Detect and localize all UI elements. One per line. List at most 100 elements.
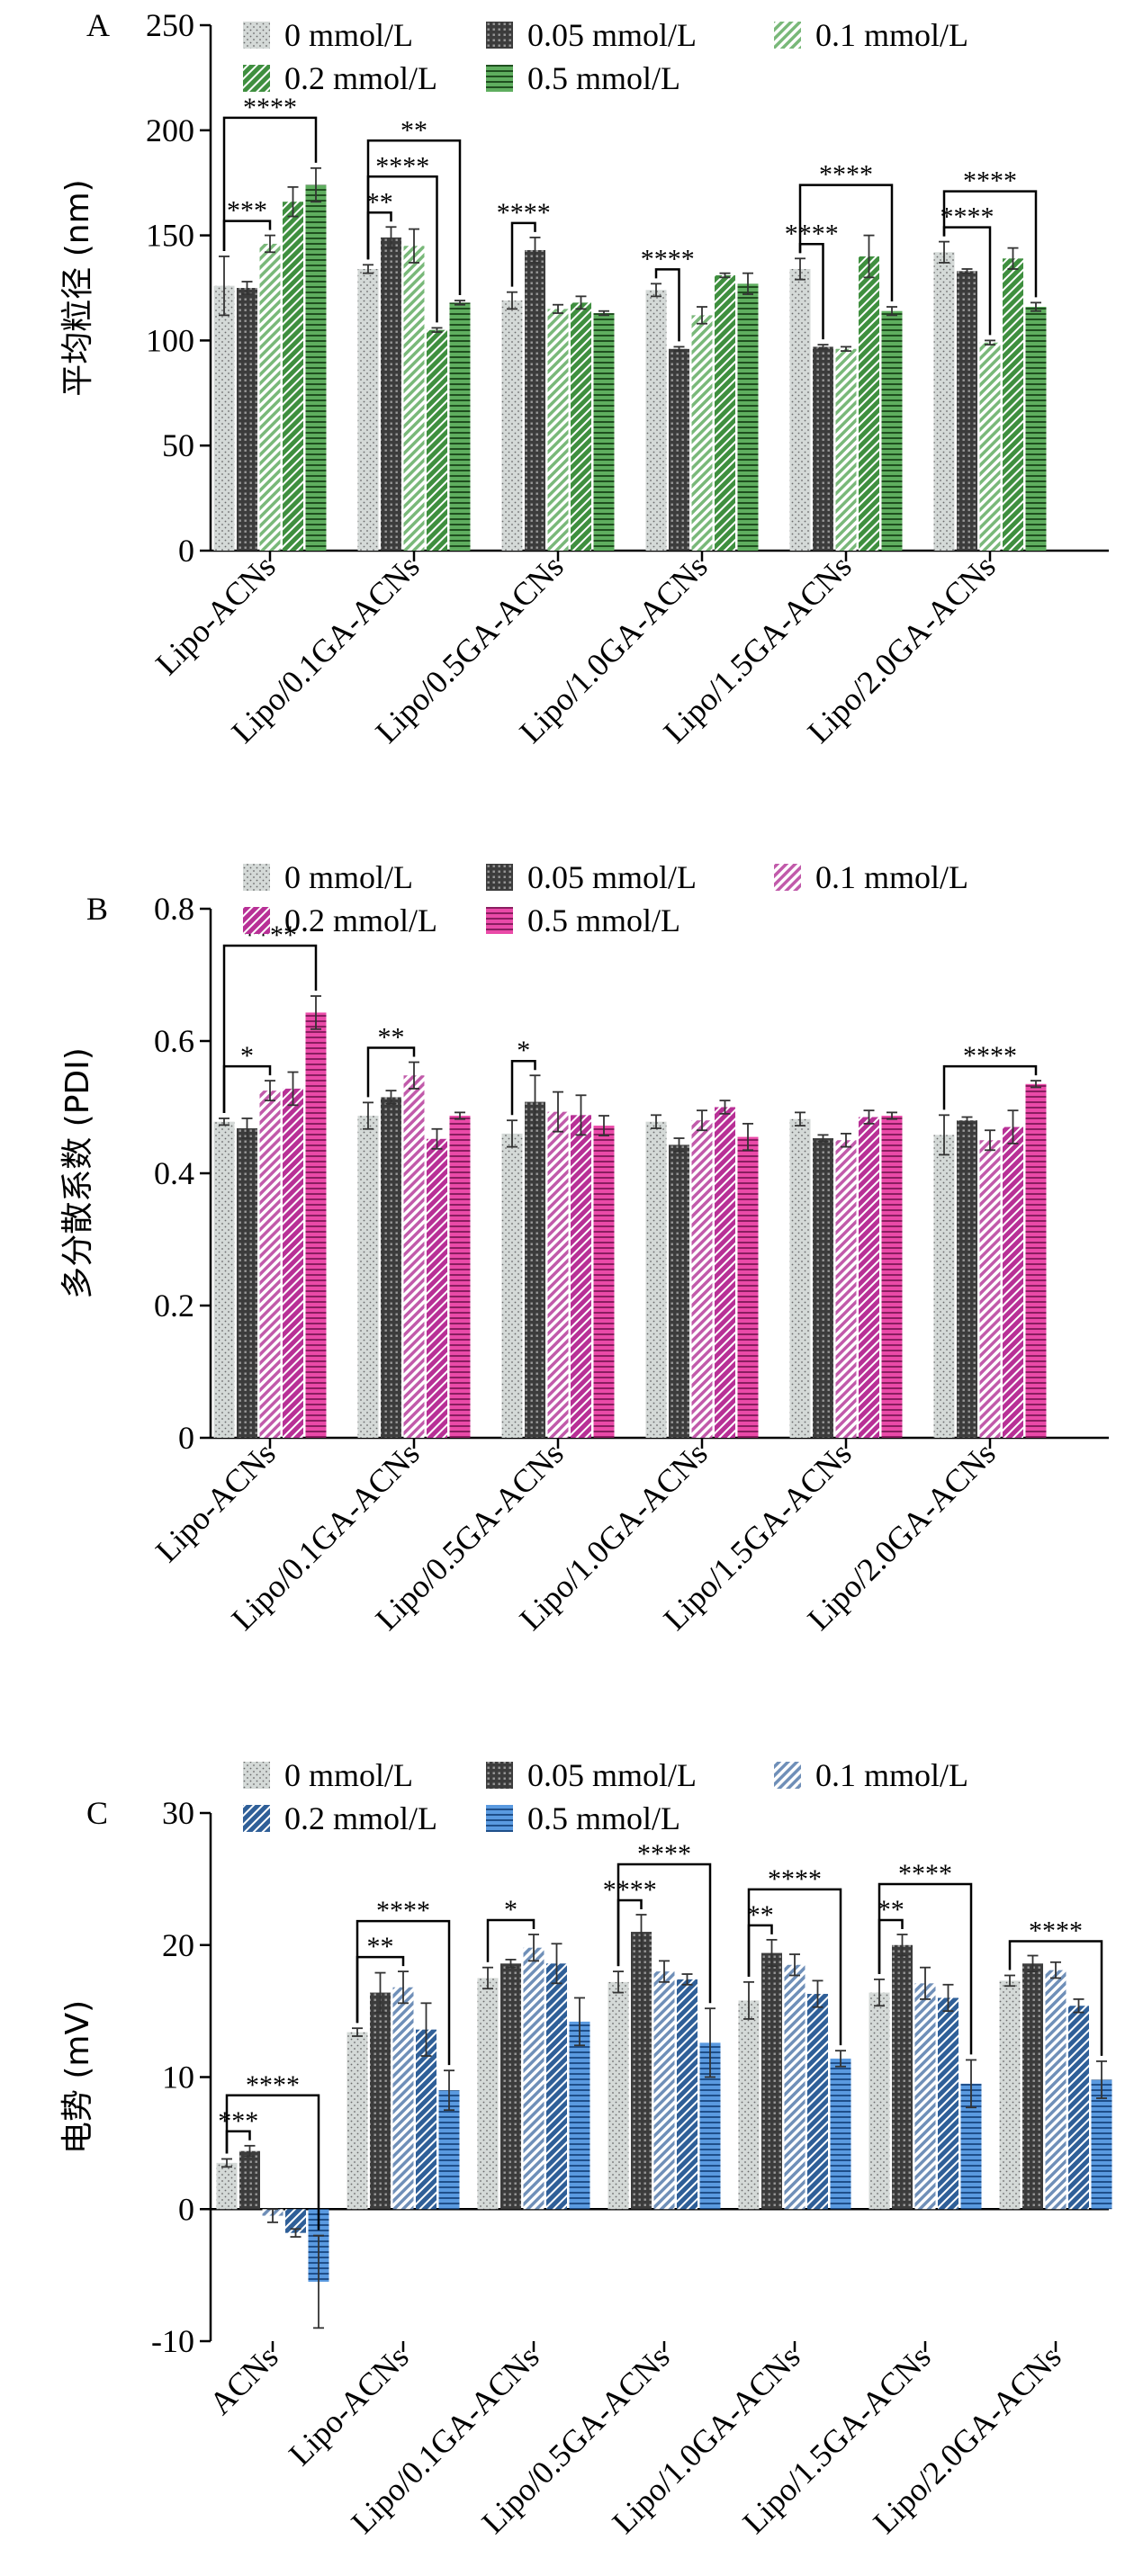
significance-bracket (510, 221, 536, 287)
bar (738, 2000, 760, 2210)
legend-swatch (243, 907, 270, 934)
bar (547, 1111, 569, 1438)
bar (881, 1116, 903, 1438)
bar (1025, 307, 1047, 551)
bar (500, 1963, 521, 2210)
legend: 0 mmol/L 0.05 mmol/L 0.1 mmol/L 0.2 mmol/L 0… (243, 859, 968, 938)
significance-label: ** (378, 1023, 405, 1053)
significance-bracket (366, 139, 462, 296)
bar (957, 271, 977, 551)
bar (608, 1981, 629, 2210)
significance-label: **** (768, 1864, 822, 1894)
bar (933, 1135, 955, 1438)
bar (645, 290, 667, 551)
legend-swatch (774, 1762, 801, 1789)
panel-label: A (86, 7, 110, 43)
bar (283, 1088, 303, 1438)
bar (677, 1979, 698, 2210)
significance-label: **** (375, 151, 429, 181)
bar (715, 1107, 735, 1438)
significance-label: **** (376, 1896, 430, 1925)
significance-bracket (942, 1064, 1038, 1110)
bar (835, 348, 857, 551)
bar (691, 1120, 713, 1438)
bar (784, 1964, 806, 2210)
legend-label: 0.1 mmol/L (815, 1757, 968, 1793)
significance-label: ** (400, 115, 428, 145)
legend-label: 0.05 mmol/L (527, 859, 697, 895)
bar (546, 1963, 567, 2210)
bar (881, 310, 903, 551)
y-tick-label: 200 (146, 112, 194, 148)
bar (213, 1121, 235, 1438)
bar (285, 2209, 306, 2233)
significance-bracket (878, 1882, 973, 2055)
significance-label: **** (497, 198, 551, 228)
bar (737, 1136, 759, 1438)
bar (438, 2090, 460, 2210)
bar (789, 1118, 811, 1438)
bar (691, 315, 713, 551)
bar (569, 2021, 590, 2210)
y-tick-label: 0 (178, 2191, 194, 2227)
significance-label: **** (963, 1041, 1017, 1071)
significance-label: **** (785, 219, 839, 248)
bar (283, 202, 303, 551)
bar (403, 246, 425, 551)
significance-label: ** (367, 1932, 394, 1961)
significance-label: **** (819, 160, 873, 190)
bar (216, 2162, 238, 2210)
bar (237, 1128, 257, 1438)
significance-label: **** (243, 93, 297, 122)
bar (259, 1091, 281, 1438)
bar (830, 2058, 851, 2210)
significance-label: **** (246, 2070, 300, 2100)
legend-swatch (486, 864, 513, 891)
legend: 0 mmol/L 0.05 mmol/L 0.1 mmol/L 0.2 mmol/L 0… (243, 1757, 968, 1836)
significance-bracket (1008, 1940, 1103, 2056)
y-tick-label: 0.6 (154, 1023, 194, 1059)
panel-label: B (86, 891, 108, 927)
significance-label: * (517, 1036, 530, 1065)
bar (699, 2042, 721, 2210)
y-axis-title: 多分散系数 (PDI) (59, 1047, 96, 1299)
legend-label: 0 mmol/L (284, 859, 413, 895)
bar (501, 1133, 523, 1438)
legend-label: 0.1 mmol/L (815, 859, 968, 895)
legend: 0 mmol/L 0.05 mmol/L 0.1 mmol/L 0.2 mmol/L 0… (243, 17, 968, 96)
bar (715, 274, 735, 551)
bar (449, 302, 471, 551)
y-tick-label: 250 (146, 7, 194, 43)
bar (523, 1947, 544, 2210)
legend-swatch (243, 65, 270, 92)
bar (1025, 1083, 1047, 1438)
bar (213, 285, 235, 551)
bar (807, 1994, 828, 2210)
bar (381, 237, 401, 551)
significance-bracket (225, 2094, 320, 2230)
bar (1003, 1126, 1023, 1438)
significance-label: **** (940, 202, 994, 232)
bar (427, 1138, 447, 1438)
legend-label: 0.05 mmol/L (527, 1757, 697, 1793)
significance-label: **** (641, 244, 695, 274)
legend-swatch (243, 1762, 270, 1789)
bar (868, 1992, 890, 2210)
bar (960, 2083, 982, 2210)
legend-swatch (774, 22, 801, 49)
legend-swatch (486, 22, 513, 49)
y-tick-label: 100 (146, 322, 194, 358)
y-tick-label: 50 (162, 427, 194, 463)
significance-label: **** (637, 1839, 691, 1869)
significance-label: ** (366, 187, 393, 217)
significance-label: **** (963, 166, 1017, 196)
significance-bracket (510, 1059, 536, 1116)
legend-label: 0.2 mmol/L (284, 60, 437, 96)
legend-swatch (774, 864, 801, 891)
y-tick-label: 150 (146, 218, 194, 254)
legend-swatch (486, 907, 513, 934)
bar (392, 1987, 414, 2210)
bar (477, 1978, 499, 2210)
